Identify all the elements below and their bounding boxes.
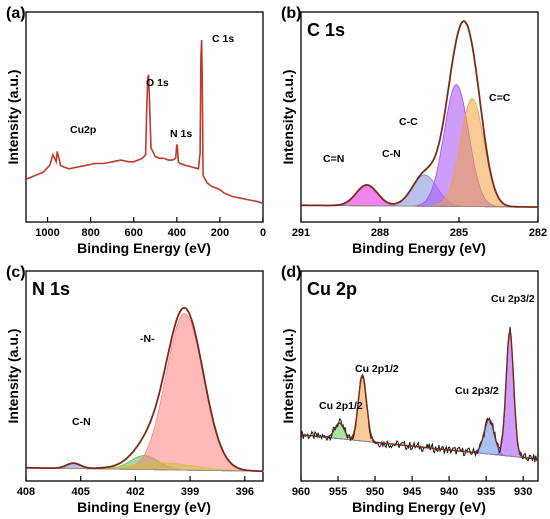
plot-frame [25,270,264,482]
y-axis-label: Intensity (a.u.) [280,329,296,424]
panel-label-a: (a) [6,5,26,22]
x-tick-label: 400 [168,227,186,239]
background-line [26,467,264,472]
panel-a: (a) 1000 800 600 400 200 0 C 1s O 1s N 1s Cu2… [5,5,266,256]
x-tick-label: 930 [514,486,532,498]
annotation-c1s: C 1s [212,33,234,45]
x-tick-label: 282 [529,227,547,239]
x-tick-label: 405 [72,486,90,498]
panel-label-c: (c) [6,264,26,281]
x-tick-label: 800 [81,227,99,239]
x-tick-label: 600 [125,227,143,239]
x-tick-label: 285 [450,227,468,239]
peak-label-n: -N- [140,333,155,345]
x-tick-label: 935 [477,486,495,498]
panel-title-c1s: C 1s [307,20,345,40]
x-tick-label: 402 [126,486,144,498]
peak-label-cc: C-C [399,116,418,128]
x-tick-label: 0 [260,227,266,239]
panel-b: (b) 291 288 285 282 C 1s C=N C-N C-C C=C Bi… [280,5,547,256]
panel-label-d: (d) [281,264,301,281]
annotation-o1s: O 1s [146,77,169,89]
peak-label-cu2p32-sat: Cu 2p3/2 [455,385,499,397]
x-tick-label: 291 [292,227,310,239]
x-axis-label: Binding Energy (eV) [352,240,486,256]
panel-d: (d) 960 955 950 945 940 935 930 Cu 2p Cu 2p1/2… [280,264,539,515]
envelope-line [300,330,539,460]
panel-c: (c) 408 405 402 399 396 N 1s C-N -N- Binding… [5,264,264,515]
panel-title-cu2p: Cu 2p [307,279,357,299]
peak-label-cn: C-N [72,416,91,428]
peak-label-cu2p12-sat: Cu 2p1/2 [319,400,363,412]
peak-label-cn: C-N [382,148,401,160]
x-tick-label: 396 [236,486,254,498]
x-tick-label: 960 [292,486,310,498]
panel-label-b: (b) [281,5,301,22]
panel-title-n1s: N 1s [32,279,70,299]
peak-label-cu2p32: Cu 2p3/2 [491,293,535,305]
peak-label-cu2p12: Cu 2p1/2 [355,363,399,375]
y-axis-label: Intensity (a.u.) [5,329,21,424]
plot-frame [300,11,539,223]
peak-label-cc-double: C=C [489,92,511,104]
x-axis-label: Binding Energy (eV) [77,240,211,256]
x-tick-label: 399 [181,486,199,498]
peak-label-cn-double: C=N [323,153,344,165]
x-tick-label: 200 [211,227,229,239]
x-axis-label: Binding Energy (eV) [352,499,486,515]
y-axis-label: Intensity (a.u.) [5,70,21,165]
annotation-n1s: N 1s [170,128,192,140]
x-tick-label: 955 [329,486,347,498]
x-tick-label: 940 [440,486,458,498]
plot-frame [25,11,264,223]
annotation-cu2p: Cu2p [70,124,96,136]
envelope-line [26,306,263,473]
x-axis-label: Binding Energy (eV) [77,499,211,515]
plot-frame [300,270,539,482]
x-tick-label: 288 [371,227,389,239]
envelope-line [301,20,538,208]
x-tick-label: 950 [366,486,384,498]
background-line [301,204,538,208]
x-tick-label: 1000 [35,227,59,239]
y-axis-label: Intensity (a.u.) [280,70,296,165]
x-tick-label: 408 [17,486,35,498]
survey-spectrum-line [25,39,264,205]
x-tick-label: 945 [403,486,421,498]
